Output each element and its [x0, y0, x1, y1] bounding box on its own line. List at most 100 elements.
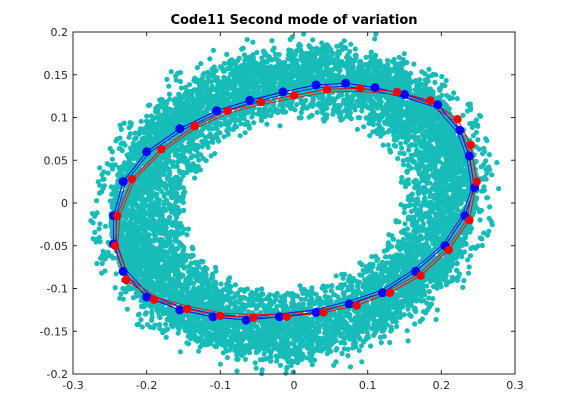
- cloud-point: [401, 151, 407, 157]
- cloud-point: [175, 245, 181, 251]
- cloud-point: [139, 324, 145, 330]
- cloud-point: [116, 145, 122, 152]
- cloud-point: [230, 60, 236, 66]
- cloud-point: [98, 255, 104, 261]
- cloud-point: [269, 38, 275, 44]
- cloud-point: [287, 83, 294, 89]
- cloud-point: [314, 339, 320, 345]
- cloud-point: [207, 56, 213, 62]
- cloud-point: [195, 164, 201, 170]
- cloud-point: [104, 161, 110, 167]
- cloud-point: [283, 370, 289, 376]
- cloud-point: [242, 356, 248, 362]
- cloud-point: [254, 287, 260, 293]
- cloud-point: [329, 283, 335, 289]
- cloud-point: [372, 52, 378, 58]
- cloud-point: [385, 61, 391, 67]
- cloud-point: [466, 264, 472, 270]
- cloud-point: [175, 330, 181, 336]
- cloud-point: [124, 306, 130, 312]
- point-cloud-layer: [88, 31, 502, 377]
- cloud-point: [90, 236, 96, 242]
- cloud-point: [439, 73, 445, 80]
- cloud-point: [284, 364, 290, 370]
- cloud-point: [377, 334, 383, 340]
- cloud-point: [92, 229, 98, 235]
- cloud-point: [148, 200, 154, 206]
- cloud-point: [310, 37, 316, 43]
- cloud-point: [226, 60, 232, 66]
- cloud-point: [338, 331, 344, 337]
- cloud-point: [185, 341, 192, 347]
- cloud-point: [363, 103, 369, 109]
- cloud-point: [363, 264, 369, 270]
- cloud-point: [430, 296, 436, 302]
- cloud-point: [347, 364, 354, 370]
- cloud-point: [328, 288, 334, 294]
- cloud-point: [298, 115, 304, 121]
- cloud-point: [424, 236, 430, 242]
- cloud-point: [426, 288, 432, 295]
- cloud-point: [230, 330, 236, 336]
- cloud-point: [179, 143, 185, 149]
- cloud-point: [434, 307, 440, 313]
- cloud-point: [97, 221, 103, 227]
- cloud-point: [380, 142, 386, 148]
- cloud-point: [134, 322, 140, 328]
- cloud-point: [205, 144, 211, 150]
- cloud-point: [356, 347, 362, 353]
- cloud-point: [112, 285, 118, 291]
- cloud-point: [341, 38, 347, 44]
- cloud-point: [381, 333, 387, 339]
- cloud-point: [301, 31, 307, 37]
- cloud-point: [363, 54, 369, 60]
- cloud-point: [396, 54, 402, 60]
- cloud-point: [250, 39, 256, 45]
- cloud-point: [135, 312, 141, 318]
- cloud-point: [259, 55, 265, 61]
- cloud-point: [469, 124, 476, 130]
- cloud-point: [359, 359, 365, 365]
- cloud-point: [193, 168, 199, 175]
- cloud-point: [443, 282, 450, 288]
- cloud-point: [100, 248, 106, 254]
- cloud-point: [486, 228, 492, 234]
- cloud-point: [417, 318, 423, 324]
- cloud-point: [375, 121, 381, 127]
- cloud-point: [369, 254, 375, 260]
- cloud-point: [118, 291, 124, 297]
- cloud-point: [324, 42, 330, 48]
- cloud-point: [405, 157, 411, 164]
- cloud-point: [460, 284, 466, 290]
- cloud-point: [212, 151, 218, 157]
- cloud-point: [479, 242, 485, 249]
- cloud-point: [307, 50, 313, 56]
- cloud-point: [302, 296, 308, 302]
- cloud-point: [378, 340, 384, 346]
- cloud-point: [275, 61, 282, 67]
- cloud-point: [268, 113, 274, 119]
- cloud-point: [166, 91, 173, 97]
- cloud-point: [132, 136, 138, 142]
- cloud-point: [100, 176, 106, 182]
- cloud-point: [117, 135, 123, 141]
- cloud-point: [342, 340, 348, 346]
- cloud-point: [207, 125, 213, 131]
- cloud-point: [109, 166, 116, 172]
- cloud-point: [192, 175, 198, 181]
- cloud-point: [387, 147, 393, 153]
- cloud-point: [401, 312, 407, 318]
- cloud-point: [174, 163, 180, 169]
- cloud-point: [339, 350, 345, 357]
- cloud-point: [335, 49, 341, 55]
- cloud-point: [385, 280, 391, 286]
- cloud-point: [494, 160, 500, 166]
- cloud-point: [372, 36, 378, 42]
- cloud-point: [217, 361, 223, 367]
- cloud-point: [419, 224, 425, 230]
- cloud-point: [426, 304, 432, 310]
- cloud-point: [117, 295, 123, 301]
- cloud-point: [127, 120, 133, 126]
- cloud-point: [214, 75, 220, 81]
- cloud-point: [314, 109, 320, 115]
